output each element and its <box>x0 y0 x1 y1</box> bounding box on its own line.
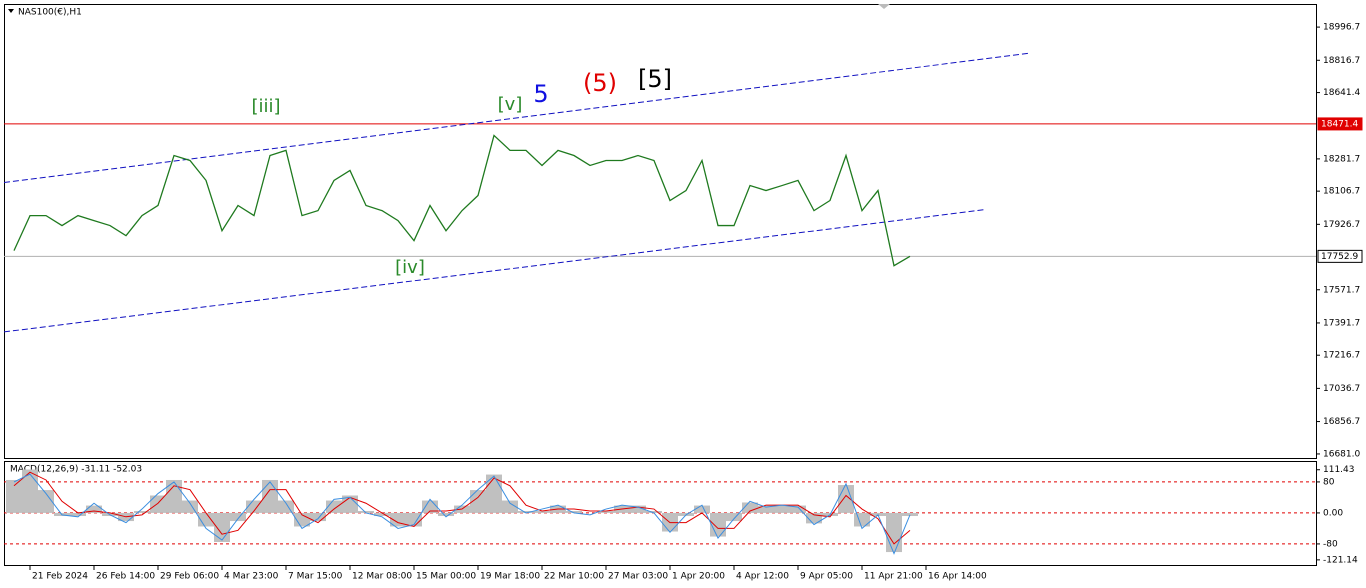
y-tick-label: 17036.7 <box>1323 384 1360 394</box>
wave-label: [iv] <box>395 257 425 278</box>
y-tick-label: 0.00 <box>1323 508 1343 518</box>
histogram-bar <box>742 502 758 513</box>
wave-label: (5) <box>583 69 617 97</box>
x-tick-label: 21 Feb 2024 <box>32 572 88 582</box>
y-tick-label: 18816.7 <box>1323 56 1360 66</box>
histogram-bar <box>902 512 918 517</box>
price-label: 17752.9 <box>1321 252 1358 262</box>
y-tick-label: 18996.7 <box>1323 23 1360 33</box>
y-tick-label: -80 <box>1323 539 1338 549</box>
histogram-bar <box>758 505 774 513</box>
y-tick-label: 17391.7 <box>1323 318 1360 328</box>
histogram-bar <box>726 512 742 522</box>
signal-line <box>13 471 911 545</box>
histogram-bar <box>806 512 822 524</box>
y-tick-label: 17216.7 <box>1323 351 1360 361</box>
wave-label: [v] <box>498 94 523 115</box>
histogram-bar <box>518 510 534 513</box>
histogram-bar <box>310 512 326 522</box>
x-tick-label: 12 Mar 08:00 <box>352 572 412 582</box>
macd-line <box>13 473 911 555</box>
histogram-bar <box>502 500 518 513</box>
wave-label: [iii] <box>251 96 280 117</box>
histogram-bar <box>630 505 646 513</box>
price-line <box>13 134 911 267</box>
shift-marker <box>878 4 890 9</box>
histogram-bar <box>230 512 246 522</box>
histogram-bar <box>470 490 486 513</box>
x-tick-label: 4 Apr 12:00 <box>736 572 789 582</box>
y-tick-label: 18641.4 <box>1323 88 1360 98</box>
histogram-bar <box>86 505 102 513</box>
histogram-bar <box>198 512 214 527</box>
price-label-box <box>1317 249 1363 263</box>
x-tick-label: 16 Apr 14:00 <box>928 572 987 582</box>
x-tick-label: 11 Apr 21:00 <box>864 572 923 582</box>
x-tick-label: 29 Feb 06:00 <box>160 572 219 582</box>
histogram-bar <box>166 479 182 513</box>
x-tick-label: 27 Mar 03:00 <box>608 572 668 582</box>
histogram-bar <box>886 512 902 553</box>
histogram-bar <box>150 495 166 513</box>
channel-line <box>3 209 986 333</box>
x-tick-label: 9 Apr 05:00 <box>800 572 853 582</box>
histogram-bar <box>374 512 390 517</box>
histogram-bar <box>6 479 22 513</box>
y-tick-label: 18106.7 <box>1323 187 1360 197</box>
y-tick-label: -121.14 <box>1323 555 1358 565</box>
histogram-bar <box>534 510 550 513</box>
histogram-bar <box>566 510 582 513</box>
histogram-bar <box>598 510 614 513</box>
macd-title: MACD(12,26,9) -31.11 -52.03 <box>10 465 142 475</box>
histogram-bar <box>694 505 710 513</box>
histogram-bar <box>438 512 454 517</box>
channel-line <box>3 52 1031 184</box>
histogram-bar <box>774 505 790 513</box>
price-label-box <box>1317 117 1363 131</box>
x-tick-label: 1 Apr 20:00 <box>672 572 725 582</box>
x-tick-label: 22 Mar 10:00 <box>544 572 604 582</box>
wave-label: 5 <box>533 80 548 108</box>
y-tick-label: 17571.7 <box>1323 285 1360 295</box>
x-tick-label: 26 Feb 14:00 <box>96 572 155 582</box>
histogram-bar <box>646 510 662 513</box>
histogram-bar <box>854 512 870 527</box>
histogram-bar <box>22 469 38 513</box>
histogram-bar <box>278 500 294 513</box>
y-tick-label: 80 <box>1323 477 1335 487</box>
histogram-bar <box>358 510 374 513</box>
price-label: 18471.4 <box>1321 119 1358 129</box>
macd-pane <box>4 461 1317 566</box>
x-tick-label: 19 Mar 18:00 <box>480 572 540 582</box>
y-tick-label: 17926.7 <box>1323 220 1360 230</box>
y-tick-label: 16681.0 <box>1323 449 1360 459</box>
x-tick-label: 15 Mar 00:00 <box>416 572 476 582</box>
histogram-bar <box>70 512 86 517</box>
chart-title: NAS100(€),H1 <box>18 8 82 18</box>
histogram-bar <box>182 500 198 513</box>
wave-label: [5] <box>638 65 672 93</box>
histogram-bar <box>486 474 502 513</box>
histogram-bar <box>262 479 278 513</box>
histogram-bar <box>710 512 726 537</box>
y-tick-label: 16856.7 <box>1323 417 1360 427</box>
price-pane <box>4 4 1317 459</box>
histogram-bar <box>134 510 150 513</box>
y-tick-label: 18281.7 <box>1323 154 1360 164</box>
histogram-bar <box>38 490 54 513</box>
x-tick-label: 7 Mar 15:00 <box>288 572 343 582</box>
histogram-bar <box>790 505 806 513</box>
menu-arrow <box>8 9 14 13</box>
x-tick-label: 4 Mar 23:00 <box>224 572 279 582</box>
y-tick-label: 111.43 <box>1323 465 1355 475</box>
